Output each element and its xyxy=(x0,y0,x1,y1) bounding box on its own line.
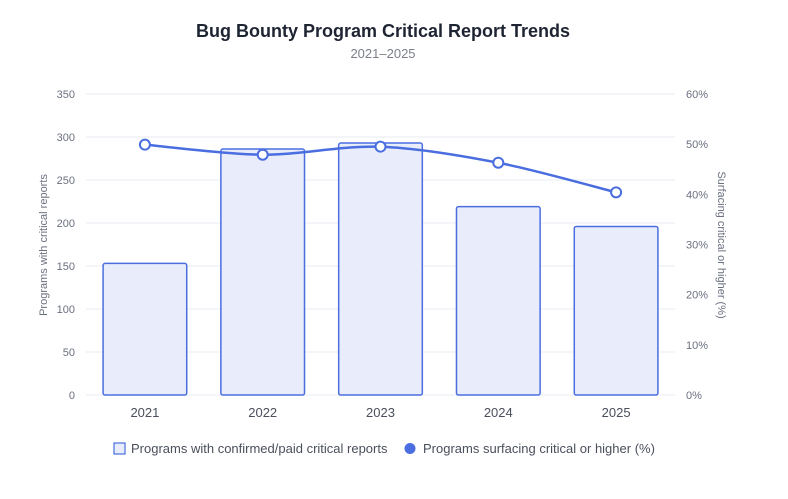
left-tick-label: 100 xyxy=(57,304,75,316)
legend-label-line: Programs surfacing critical or higher (%… xyxy=(423,441,655,456)
x-tick-label: 2022 xyxy=(248,405,277,420)
line-series xyxy=(138,138,623,199)
right-tick-label: 30% xyxy=(686,240,708,252)
left-tick-label: 350 xyxy=(57,89,75,101)
bar-series xyxy=(102,142,659,396)
chart-title: Bug Bounty Program Critical Report Trend… xyxy=(196,21,570,41)
left-tick-label: 150 xyxy=(57,261,75,273)
legend-item-bars[interactable]: Programs with confirmed/paid critical re… xyxy=(113,441,388,456)
legend-swatch-bars xyxy=(113,442,126,455)
right-tick-label: 60% xyxy=(686,89,708,101)
right-tick-label: 40% xyxy=(686,189,708,201)
x-tick-label: 2025 xyxy=(602,405,631,420)
bar xyxy=(102,262,188,396)
left-tick-label: 200 xyxy=(57,218,75,230)
bar xyxy=(220,148,306,396)
line-point xyxy=(492,156,505,169)
right-axis-ticks: 0% 10% 20% 30% 40% 50% 60% xyxy=(686,89,708,402)
x-tick-label: 2021 xyxy=(130,405,159,420)
left-tick-label: 0 xyxy=(69,390,75,402)
bar xyxy=(337,142,424,396)
line-point xyxy=(374,140,387,153)
right-axis-label: Surfacing critical or higher (%) xyxy=(715,171,727,318)
legend-swatch-line xyxy=(404,443,416,454)
legend-item-line[interactable]: Programs surfacing critical or higher (%… xyxy=(404,441,655,456)
legend: Programs with confirmed/paid critical re… xyxy=(113,441,655,456)
right-tick-label: 50% xyxy=(686,139,708,151)
left-tick-label: 250 xyxy=(57,175,75,187)
left-tick-label: 300 xyxy=(57,132,75,144)
x-axis-ticks: 2021 2022 2023 2024 2025 xyxy=(130,405,630,420)
right-tick-label: 20% xyxy=(686,290,708,302)
chart-subtitle: 2021–2025 xyxy=(350,46,415,61)
right-tick-label: 0% xyxy=(686,390,702,402)
bar xyxy=(573,225,659,396)
line-point xyxy=(610,186,623,199)
bar xyxy=(455,205,541,396)
left-tick-label: 50 xyxy=(63,347,75,359)
x-tick-label: 2023 xyxy=(366,405,395,420)
legend-label-bars: Programs with confirmed/paid critical re… xyxy=(131,441,388,456)
line-point xyxy=(256,148,269,161)
x-tick-label: 2024 xyxy=(484,405,513,420)
right-tick-label: 10% xyxy=(686,340,708,352)
line-point xyxy=(138,138,151,151)
left-axis-label: Programs with critical reports xyxy=(38,174,50,316)
left-axis-ticks: 0 50 100 150 200 250 300 350 xyxy=(57,89,75,402)
